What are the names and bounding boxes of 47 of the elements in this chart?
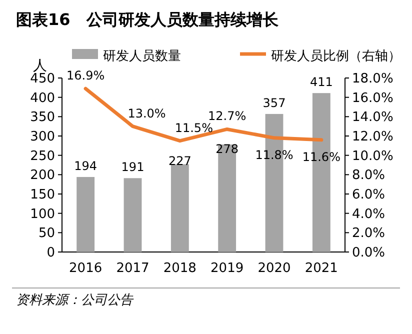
text: 资料来源：公司公告 xyxy=(16,293,134,308)
bar xyxy=(124,178,142,252)
y2-tick-label: 12.0% xyxy=(352,130,394,144)
y2-tick-label: 8.0% xyxy=(352,168,386,184)
x-tick-label: 2019 xyxy=(210,261,244,276)
data-label: 278 xyxy=(216,142,239,156)
x-tick-label: 2021 xyxy=(304,261,338,276)
x-tick-label: 2017 xyxy=(116,261,150,276)
y2-tick-label: 2.0% xyxy=(352,226,386,242)
y-tick-label: 50 xyxy=(38,226,55,242)
x-tick-label: 2020 xyxy=(258,261,291,276)
data-label: 357 xyxy=(262,96,286,110)
legend-label: 研发人员数量 xyxy=(103,49,181,64)
legend-label: 研发人员比例（右轴） xyxy=(271,49,401,64)
y-tick-label: 450 xyxy=(30,72,55,86)
y2-tick-label: 6.0% xyxy=(352,188,386,202)
y-axis-title: 人 xyxy=(33,58,47,74)
y2-tick-label: 10.0% xyxy=(352,148,394,164)
bar xyxy=(76,176,95,252)
y-tick-label: 0 xyxy=(46,246,55,260)
y-tick-label: 300 xyxy=(30,130,55,144)
data-label: 13.0% xyxy=(128,106,166,120)
y-tick-label: 150 xyxy=(30,188,55,202)
y-tick-label: 350 xyxy=(30,110,55,126)
bar xyxy=(218,144,236,252)
y2-tick-label: 16.0% xyxy=(352,90,394,106)
y2-tick-label: 18.0% xyxy=(352,72,394,86)
y-tick-label: 100 xyxy=(30,206,55,222)
data-label: 16.9% xyxy=(66,68,105,83)
data-label: 11.8% xyxy=(255,148,294,162)
x-tick-label: 2018 xyxy=(163,261,196,276)
data-label: 12.7% xyxy=(208,109,246,124)
y2-tick-label: 14.0% xyxy=(352,110,394,126)
data-label: 411 xyxy=(310,75,333,90)
y-tick-label: 400 xyxy=(30,90,55,106)
data-label: 191 xyxy=(121,160,144,174)
y-tick-label: 200 xyxy=(30,168,55,184)
data-label: 11.5% xyxy=(174,120,213,135)
data-label: 227 xyxy=(168,154,192,168)
chart-title: 图表16 公司研发人员数量持续增长 xyxy=(16,10,280,29)
data-label: 11.6% xyxy=(302,150,340,164)
bar xyxy=(170,164,189,252)
x-tick-label: 2016 xyxy=(69,261,102,276)
y-tick-label: 250 xyxy=(30,148,55,164)
data-label: 194 xyxy=(74,158,98,173)
y2-tick-label: 4.0% xyxy=(352,206,386,222)
y2-tick-label: 0.0% xyxy=(352,246,386,260)
